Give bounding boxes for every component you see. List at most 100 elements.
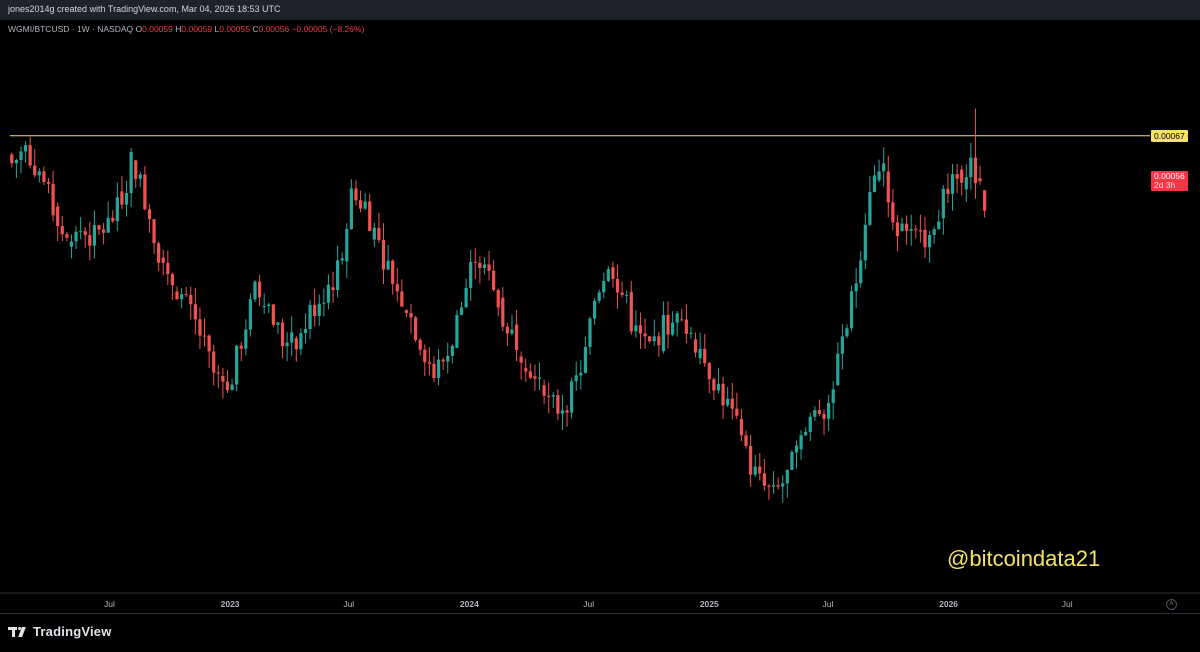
candle-body xyxy=(446,355,450,362)
tradingview-logo[interactable]: TradingView xyxy=(8,624,112,639)
candle-body xyxy=(271,304,275,325)
symbol-legend: WGMI/BTCUSD · 1W · NASDAQ O0.00059 H0.00… xyxy=(8,24,364,34)
candle-body xyxy=(836,353,840,386)
candle-body xyxy=(739,419,744,436)
candle-body xyxy=(817,410,822,414)
candle-body xyxy=(643,333,647,337)
legend-low: 0.00055 xyxy=(219,24,250,34)
candle-body xyxy=(179,294,184,300)
candle-body xyxy=(267,304,271,307)
candle-body xyxy=(459,307,464,315)
candle-body xyxy=(423,349,427,363)
candle-body xyxy=(212,351,216,373)
candle-body xyxy=(161,257,165,263)
candle-body xyxy=(533,376,537,379)
candle-body xyxy=(33,165,37,176)
candle-body xyxy=(276,322,280,325)
candle-body xyxy=(326,284,331,303)
candle-body xyxy=(436,359,441,378)
candle-body xyxy=(409,312,413,318)
candle-body xyxy=(65,234,69,238)
candle-body xyxy=(404,310,409,313)
candle-body xyxy=(863,224,867,261)
candle-body xyxy=(69,241,74,247)
candle-body xyxy=(92,225,97,246)
candle-body xyxy=(106,217,110,233)
candle-body xyxy=(808,416,812,432)
candle-body xyxy=(101,229,106,233)
candle-body xyxy=(868,191,872,225)
candle-body xyxy=(253,281,257,300)
candle-body xyxy=(230,384,234,391)
candle-body xyxy=(473,261,477,263)
time-tick-label: Jul xyxy=(343,599,354,609)
candle-body xyxy=(969,157,973,178)
candle-body xyxy=(42,171,46,183)
candle-body xyxy=(804,431,808,436)
candle-body xyxy=(854,283,858,292)
candle-body xyxy=(37,171,41,176)
candle-body xyxy=(638,325,643,334)
tradingview-logo-icon xyxy=(8,625,28,639)
last-price-text: 0.00056 xyxy=(1154,170,1185,181)
candle-body xyxy=(652,336,656,342)
candle-body xyxy=(762,473,766,486)
time-tick-label: Jul xyxy=(104,599,115,609)
candle-body xyxy=(537,377,542,379)
candle-body xyxy=(799,435,803,450)
time-tick-label: 2024 xyxy=(460,599,479,609)
candle-body xyxy=(313,304,317,317)
candle-body xyxy=(946,188,950,194)
candle-body xyxy=(716,383,721,391)
tradingview-brand: TradingView xyxy=(33,624,112,639)
candle-body xyxy=(753,466,757,475)
candle-body xyxy=(615,278,620,293)
candle-body xyxy=(964,177,968,190)
candle-body xyxy=(386,260,390,270)
candle-body xyxy=(675,313,679,323)
candle-body xyxy=(441,359,445,362)
candlestick-chart[interactable]: Jul 2023 Jul 2024 Jul 2025 Jul 2026 Jul xyxy=(0,20,1200,614)
candle-body xyxy=(822,413,826,419)
candle-body xyxy=(689,332,693,334)
candle-body xyxy=(891,202,895,223)
candle-body xyxy=(661,315,666,352)
candle-body xyxy=(648,336,652,342)
legend-low-key: L xyxy=(214,24,220,34)
candle-body xyxy=(198,319,202,336)
author-watermark: @bitcoindata21 xyxy=(947,546,1101,571)
candle-body xyxy=(354,188,358,201)
candle-body xyxy=(391,260,395,284)
candle-body xyxy=(923,229,927,248)
candle-body xyxy=(202,335,207,337)
legend-close: 0.00056 xyxy=(258,24,290,34)
candle-body xyxy=(634,325,638,332)
candle-body xyxy=(336,260,340,291)
candle-body xyxy=(184,294,188,296)
candle-body xyxy=(74,231,78,242)
candle-body xyxy=(372,227,376,240)
candle-body xyxy=(579,372,583,376)
candle-body xyxy=(450,345,454,356)
candle-body xyxy=(771,485,776,487)
candle-body xyxy=(670,322,675,335)
candle-body xyxy=(937,221,941,230)
candle-body xyxy=(299,333,303,350)
candle-body xyxy=(79,231,83,233)
candle-body xyxy=(469,261,473,288)
candle-body xyxy=(482,264,487,268)
candle-body xyxy=(813,410,817,417)
candle-body xyxy=(418,339,422,350)
candle-body xyxy=(14,160,18,164)
candle-body xyxy=(455,314,459,349)
candle-body xyxy=(143,174,147,210)
candle-body xyxy=(730,398,734,409)
candle-body xyxy=(657,336,661,346)
candle-body xyxy=(262,306,266,308)
candle-body xyxy=(244,329,248,349)
auto-scale-button[interactable]: A xyxy=(1166,599,1177,610)
candle-body xyxy=(973,157,978,184)
candle-body xyxy=(432,363,436,378)
candle-body xyxy=(551,395,555,397)
candle-body xyxy=(950,174,955,194)
